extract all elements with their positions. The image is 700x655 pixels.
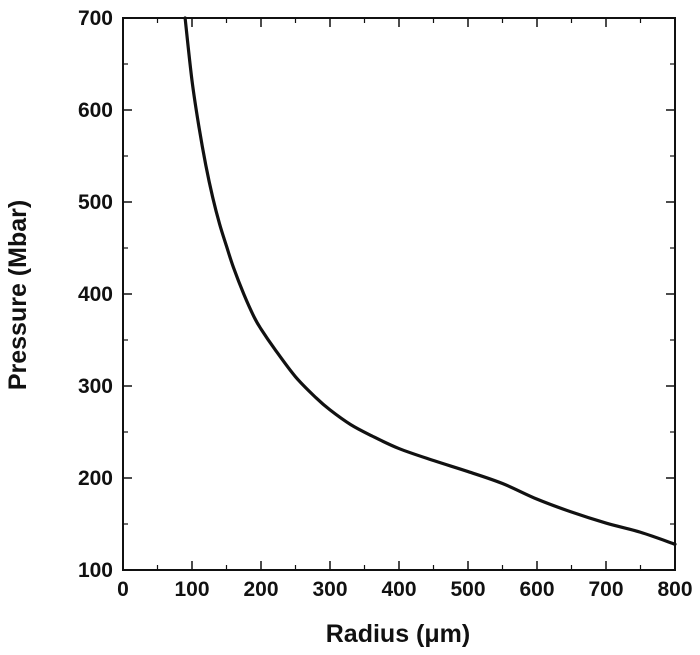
pressure-curve bbox=[183, 16, 677, 546]
x-axis-title: Radius (μm) bbox=[326, 620, 470, 648]
x-tick-label: 100 bbox=[174, 578, 209, 601]
y-axis-title: Pressure (Mbar) bbox=[4, 200, 32, 390]
y-tick-label: 700 bbox=[78, 7, 113, 30]
y-tick-label: 600 bbox=[78, 99, 113, 122]
x-tick-label: 700 bbox=[588, 578, 623, 601]
y-tick-label: 100 bbox=[78, 559, 113, 582]
y-tick-label: 300 bbox=[78, 375, 113, 398]
x-tick-label: 300 bbox=[312, 578, 347, 601]
y-tick-label: 500 bbox=[78, 191, 113, 214]
y-tick-label: 200 bbox=[78, 467, 113, 490]
x-tick-label: 200 bbox=[243, 578, 278, 601]
x-tick-label: 400 bbox=[381, 578, 416, 601]
x-tick-label: 0 bbox=[117, 578, 129, 601]
x-tick-label: 600 bbox=[519, 578, 554, 601]
x-tick-label: 500 bbox=[450, 578, 485, 601]
plot-frame bbox=[122, 17, 676, 571]
x-tick-label: 800 bbox=[657, 578, 692, 601]
y-tick-label: 400 bbox=[78, 283, 113, 306]
